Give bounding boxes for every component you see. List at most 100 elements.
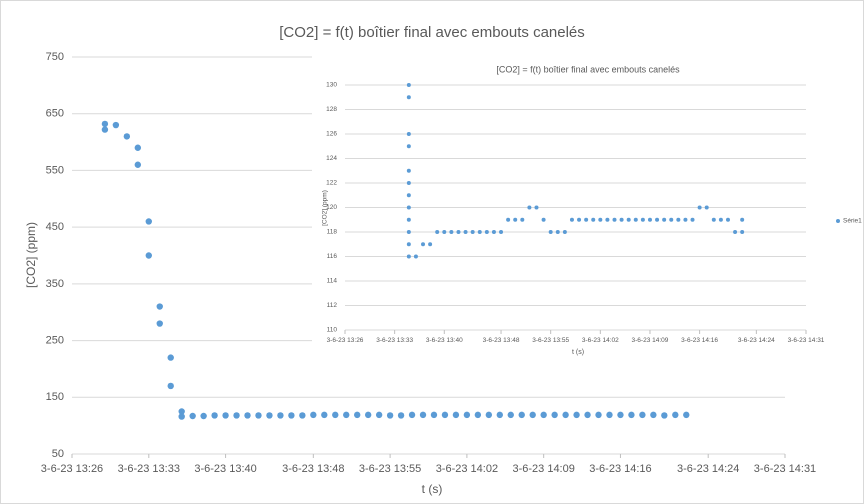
chart-title: [CO2] = f(t) boîtier final avec embouts … — [279, 24, 585, 41]
data-point — [244, 412, 251, 419]
data-point — [145, 252, 152, 259]
data-point — [456, 230, 461, 234]
data-point — [406, 230, 411, 234]
data-point — [562, 230, 567, 234]
data-point — [513, 217, 518, 222]
x-tick-label: 3-6-23 13:55 — [532, 337, 569, 344]
y-tick-label: 128 — [326, 106, 337, 113]
data-point — [178, 408, 185, 415]
data-point — [633, 217, 638, 222]
data-point — [463, 411, 471, 419]
data-point — [598, 217, 603, 222]
data-point — [266, 412, 273, 419]
x-tick-label: 3-6-23 13:26 — [41, 463, 103, 475]
data-point — [605, 217, 610, 222]
data-point — [683, 411, 690, 419]
data-point — [321, 411, 328, 419]
data-point — [123, 133, 131, 140]
y-axis-label: [CO2] (ppm) — [322, 190, 329, 226]
data-point — [167, 382, 174, 390]
data-point — [167, 354, 174, 361]
data-point — [672, 411, 679, 419]
data-point — [397, 412, 405, 419]
data-point — [233, 412, 240, 419]
x-tick-label: 3-6-23 14:02 — [582, 337, 619, 344]
y-tick-label: 50 — [52, 448, 64, 460]
data-point — [740, 217, 745, 222]
data-point — [718, 217, 723, 222]
data-point — [669, 217, 674, 222]
data-point — [386, 412, 394, 419]
y-tick-label: 112 — [327, 302, 338, 309]
x-tick-label: 3-6-23 13:33 — [118, 463, 180, 475]
data-point — [332, 411, 339, 419]
data-point — [529, 411, 536, 419]
y-tick-label: 750 — [46, 51, 64, 63]
data-point — [435, 230, 440, 234]
x-tick-label: 3-6-23 14:02 — [436, 463, 498, 475]
data-point — [375, 411, 383, 419]
x-tick-label: 3-6-23 13:33 — [376, 337, 413, 344]
y-tick-label: 150 — [46, 391, 64, 403]
data-point — [134, 144, 142, 151]
data-point — [740, 230, 745, 234]
x-tick-label: 3-6-23 13:55 — [359, 463, 421, 475]
data-point — [577, 217, 582, 222]
data-point — [156, 320, 163, 327]
x-tick-label: 3-6-23 13:40 — [194, 463, 256, 475]
data-point — [101, 126, 109, 133]
data-point — [364, 411, 372, 419]
data-point — [626, 217, 631, 222]
data-point — [506, 217, 511, 222]
data-point — [518, 411, 525, 419]
data-point — [496, 411, 503, 419]
data-point — [421, 242, 426, 247]
data-point — [474, 411, 482, 419]
data-point — [419, 411, 427, 419]
data-point — [591, 217, 596, 222]
data-point — [156, 303, 163, 310]
data-point — [406, 217, 411, 222]
data-point — [222, 412, 229, 419]
data-point — [463, 230, 468, 234]
data-point — [647, 217, 652, 222]
data-point — [178, 413, 185, 420]
data-point — [406, 168, 411, 173]
data-point — [606, 411, 613, 419]
data-point — [697, 205, 702, 210]
data-point — [211, 412, 218, 419]
data-point — [441, 411, 449, 419]
x-tick-label: 3-6-23 13:26 — [327, 337, 364, 344]
data-point — [406, 193, 411, 198]
data-point — [310, 411, 317, 419]
y-tick-label: 250 — [46, 334, 64, 346]
x-tick-label: 3-6-23 14:09 — [632, 337, 669, 344]
y-tick-label: 126 — [326, 131, 337, 138]
data-point — [676, 217, 681, 222]
data-point — [612, 217, 617, 222]
data-point — [527, 205, 532, 210]
x-tick-label: 3-6-23 14:24 — [677, 463, 739, 475]
data-point — [477, 230, 482, 234]
data-point — [725, 217, 730, 222]
y-tick-label: 122 — [326, 180, 337, 187]
data-point — [406, 242, 411, 247]
data-point — [551, 411, 558, 419]
data-point — [584, 217, 589, 222]
legend-marker — [836, 219, 840, 223]
data-point — [507, 411, 514, 419]
y-tick-label: 116 — [327, 253, 338, 260]
legend-label: Série1 — [843, 218, 862, 225]
data-point — [485, 411, 493, 419]
x-tick-label: 3-6-23 13:40 — [426, 337, 463, 344]
data-point — [408, 411, 416, 419]
x-tick-label: 3-6-23 14:16 — [681, 337, 718, 344]
data-point — [662, 217, 667, 222]
data-point — [343, 411, 350, 419]
x-tick-label: 3-6-23 14:31 — [788, 337, 825, 344]
data-point — [406, 181, 411, 185]
data-point — [683, 217, 688, 222]
data-point — [484, 230, 489, 234]
y-tick-label: 450 — [46, 221, 64, 233]
